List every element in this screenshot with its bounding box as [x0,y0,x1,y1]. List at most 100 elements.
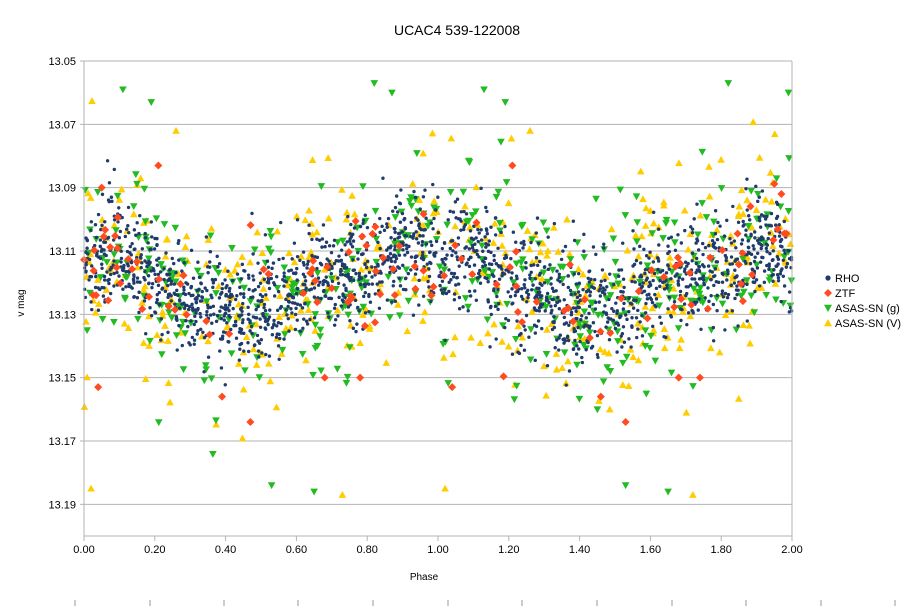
asassn-g-point [698,200,706,207]
rho-point [580,314,584,318]
rho-point [493,304,498,309]
ztf-point [532,297,541,306]
rho-point [566,285,571,290]
rho-point [230,278,235,283]
asassn-g-point [674,325,683,333]
rho-point [569,292,573,297]
rho-point [324,275,328,279]
rho-point [621,277,626,281]
rho-point [393,230,397,234]
rho-point [389,236,393,240]
rho-point [745,252,749,257]
asassn-g-point [397,208,406,216]
rho-point [400,241,404,245]
rho-point [282,279,287,283]
rho-point [362,294,366,299]
rho-point [751,280,755,284]
rho-point [348,278,353,282]
asassn-v-point [729,274,737,282]
rho-point [164,251,168,255]
rho-point [652,271,657,276]
rho-point [723,328,727,332]
rho-point [88,274,92,279]
rho-point [220,337,224,341]
rho-point [221,334,225,338]
rho-point [89,300,93,304]
rho-point [683,260,688,264]
rho-point [332,238,337,243]
rho-point [436,195,440,199]
rho-point [363,291,368,295]
rho-point [139,266,143,270]
rho-point [571,347,576,352]
asassn-v-point [172,126,180,134]
rho-point [579,317,583,322]
rho-point [307,223,311,227]
rho-point [84,263,88,267]
rho-point [779,237,784,242]
rho-point [84,236,88,240]
rho-point [630,324,634,328]
asassn-v-point [94,276,102,283]
rho-point [367,282,371,286]
rho-point [428,250,432,254]
rho-point [413,272,418,276]
rho-point [250,331,254,336]
asassn-g-point [542,351,551,358]
rho-point [589,346,594,350]
rho-point [709,277,713,282]
asassn-v-point [491,219,499,227]
asassn-v-point [629,353,637,361]
rho-point [187,341,191,345]
rho-point [695,282,699,287]
ztf-point [360,321,369,330]
rho-point [486,280,490,284]
asassn-g-point [316,333,324,341]
rho-point [89,220,94,224]
rho-point [685,291,689,296]
asassn-v-point [666,253,674,261]
rho-point [640,284,645,289]
rho-point [771,249,776,253]
rho-point [206,355,211,359]
asassn-g-point [288,284,297,292]
rho-point [528,276,532,281]
asassn-v-point [743,253,752,261]
rho-point [557,307,562,311]
rho-point [189,293,193,298]
rho-point [636,308,640,313]
rho-point [569,313,574,317]
ztf-point [706,253,715,262]
rho-point [608,272,612,276]
rho-point [427,285,431,289]
asassn-v-point [343,208,351,216]
rho-point [107,281,111,286]
rho-point [320,237,325,241]
ztf-point [97,183,106,192]
asassn-v-point [564,357,572,365]
rho-point [310,237,314,242]
rho-point [349,275,353,280]
rho-point [624,313,628,317]
rho-point [370,265,374,269]
legend-label: ZTF [835,288,855,300]
asassn-v-point [746,339,754,347]
rho-point [147,259,151,264]
asassn-g-point [747,292,756,300]
rho-point [654,304,658,309]
rho-point [262,305,266,310]
asassn-v-point [264,359,273,367]
rho-point [651,260,656,264]
rho-point [135,221,139,225]
rho-point [417,223,421,228]
rho-point [713,274,717,278]
asassn-v-point [258,249,267,257]
rho-point [257,355,261,359]
rho-point [169,279,174,284]
asassn-g-point [560,349,569,357]
rho-point [276,344,281,348]
rho-point [440,246,445,251]
rho-point [356,305,360,310]
rho-point [466,309,470,313]
